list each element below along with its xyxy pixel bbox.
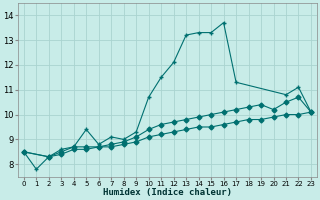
X-axis label: Humidex (Indice chaleur): Humidex (Indice chaleur) (103, 188, 232, 197)
